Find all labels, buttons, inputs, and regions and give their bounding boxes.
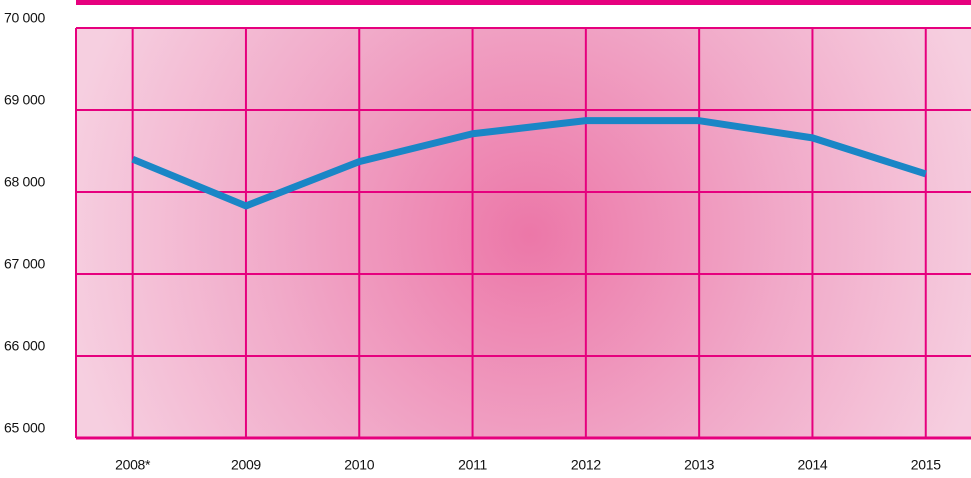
top-bar — [76, 0, 971, 5]
y-tick-label: 66 000 — [4, 338, 46, 354]
x-tick-label: 2012 — [571, 457, 601, 473]
x-tick-label: 2011 — [458, 457, 487, 473]
x-tick-label: 2013 — [684, 457, 714, 473]
x-tick-label: 2014 — [797, 457, 827, 473]
line-series — [131, 117, 927, 210]
x-tick-label: 2010 — [344, 457, 374, 473]
y-tick-label: 65 000 — [4, 420, 46, 436]
y-tick-label: 70 000 — [4, 10, 46, 26]
x-tick-label: 2015 — [911, 457, 941, 473]
y-tick-label: 67 000 — [4, 256, 46, 272]
x-tick-label: 2009 — [231, 457, 261, 473]
x-tick-label: 2008* — [115, 457, 151, 473]
y-tick-label: 69 000 — [4, 92, 46, 108]
plot-background — [76, 28, 971, 438]
y-tick-label: 68 000 — [4, 174, 46, 190]
